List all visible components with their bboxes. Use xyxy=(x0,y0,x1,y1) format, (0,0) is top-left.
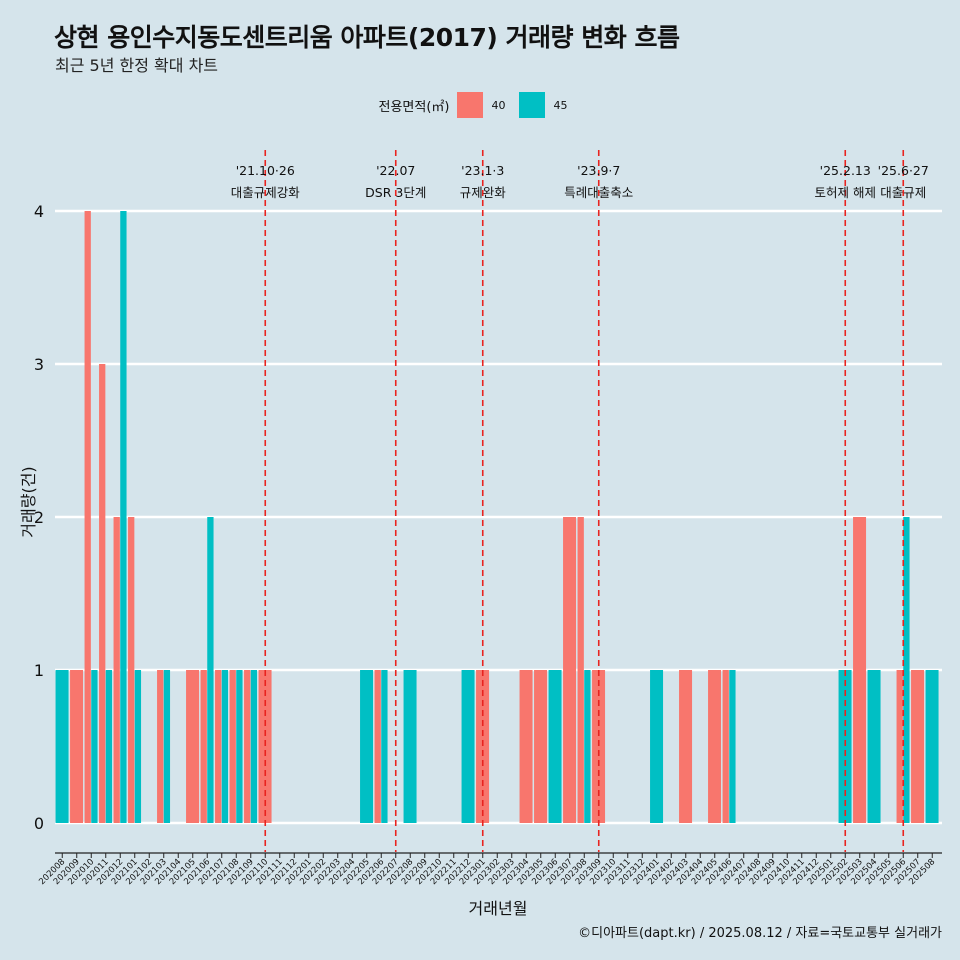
event-label-2: 규제완화 xyxy=(460,185,507,200)
legend-title: 전용면적(㎡) xyxy=(378,99,450,115)
bar-202406-45 xyxy=(729,670,736,823)
bars xyxy=(55,211,939,823)
event-date-3: '23.9·7 xyxy=(577,163,620,178)
bar-202506-40 xyxy=(896,670,903,823)
bar-202502-45 xyxy=(838,670,852,823)
event-markers: '21.10·26 대출규제강화 '22.07 DSR 3단계 '23.1·3 규제완화 '… xyxy=(231,150,929,852)
event-label-0: 대출규제강화 xyxy=(231,185,301,200)
event-label-5: 대출규제 xyxy=(880,185,926,200)
bar-202101-40 xyxy=(128,517,135,823)
bar-202308-40 xyxy=(577,517,584,823)
bar-202507-40 xyxy=(911,670,925,823)
event-date-5: '25.6·27 xyxy=(878,163,929,178)
bar-202206-45 xyxy=(381,670,388,823)
bar-202206-40 xyxy=(374,670,381,823)
bar-202306-45 xyxy=(548,670,562,823)
bar-202107-40 xyxy=(215,670,222,823)
bar-202309-40 xyxy=(592,670,606,823)
legend: 전용면적(㎡) 40 45 xyxy=(0,92,960,118)
bar-202011-40 xyxy=(99,364,106,823)
bar-202212-45 xyxy=(461,670,475,823)
bar-202109-45 xyxy=(250,670,258,823)
event-label-1: DSR 3단계 xyxy=(365,185,426,200)
event-label-4: 토허제 해제 xyxy=(815,185,876,200)
bar-202405-40 xyxy=(708,670,722,823)
bar-202504-45 xyxy=(867,670,881,823)
y-tick-label-3: 3 xyxy=(34,355,44,374)
bar-202106-45 xyxy=(207,517,214,823)
y-axis-label: 거래량(건) xyxy=(19,466,38,537)
bar-202103-45 xyxy=(163,670,171,823)
bar-202103-40 xyxy=(157,670,164,823)
bar-202008-45 xyxy=(55,670,69,823)
bar-202406-40 xyxy=(722,670,729,823)
bar-202208-45 xyxy=(403,670,417,823)
legend-key-45 xyxy=(519,92,546,118)
bar-202304-40 xyxy=(519,670,533,823)
bar-202011-45 xyxy=(105,670,113,823)
y-tick-label-0: 0 xyxy=(34,814,44,833)
bar-202503-40 xyxy=(853,517,867,823)
bar-202108-40 xyxy=(229,670,236,823)
legend-label-45: 45 xyxy=(553,98,568,112)
bar-202307-40 xyxy=(563,517,577,823)
bar-202009-40 xyxy=(70,670,84,823)
bar-202012-45 xyxy=(120,211,127,823)
bar-202308-45 xyxy=(584,670,591,823)
bar-202105-40 xyxy=(186,670,200,823)
chart-title: 상현 용인수지동도센트리움 아파트(2017) 거래량 변화 흐름 xyxy=(54,23,680,52)
y-tick-label-2: 2 xyxy=(34,508,44,527)
bar-202109-40 xyxy=(244,670,251,823)
bar-202508-45 xyxy=(925,670,939,823)
bar-202010-40 xyxy=(84,211,91,823)
event-date-4: '25.2.13 xyxy=(820,163,871,178)
bar-202010-45 xyxy=(91,670,98,823)
bar-202403-40 xyxy=(679,670,693,823)
bar-202012-40 xyxy=(113,517,120,823)
bar-202205-45 xyxy=(360,670,374,823)
bar-202106-40 xyxy=(200,670,207,823)
bar-202305-40 xyxy=(534,670,548,823)
y-axis: 0 1 2 3 4 거래량(건) xyxy=(19,202,44,833)
x-axis-label: 거래년월 xyxy=(469,899,528,918)
y-tick-label-1: 1 xyxy=(34,661,44,680)
bar-202506-45 xyxy=(903,517,910,823)
x-axis: 2020082020092020102020112020122021012021… xyxy=(37,852,942,918)
y-tick-label-4: 4 xyxy=(34,202,44,221)
bar-202108-45 xyxy=(236,670,243,823)
event-date-2: '23.1·3 xyxy=(461,163,504,178)
bar-202101-45 xyxy=(134,670,142,823)
chart-subtitle: 최근 5년 한정 확대 차트 xyxy=(55,56,219,75)
event-date-0: '21.10·26 xyxy=(236,163,295,178)
bar-202107-45 xyxy=(221,670,229,823)
event-date-1: '22.07 xyxy=(376,163,415,178)
source-caption: ©디아파트(dapt.kr) / 2025.08.12 / 자료=국토교통부 실… xyxy=(578,926,942,941)
legend-key-40 xyxy=(457,92,484,118)
bar-202401-45 xyxy=(650,670,664,823)
bar-202110-40 xyxy=(258,670,272,823)
legend-label-40: 40 xyxy=(491,98,506,112)
event-label-3: 특례대출축소 xyxy=(564,185,633,200)
bar-202301-40 xyxy=(476,670,490,823)
